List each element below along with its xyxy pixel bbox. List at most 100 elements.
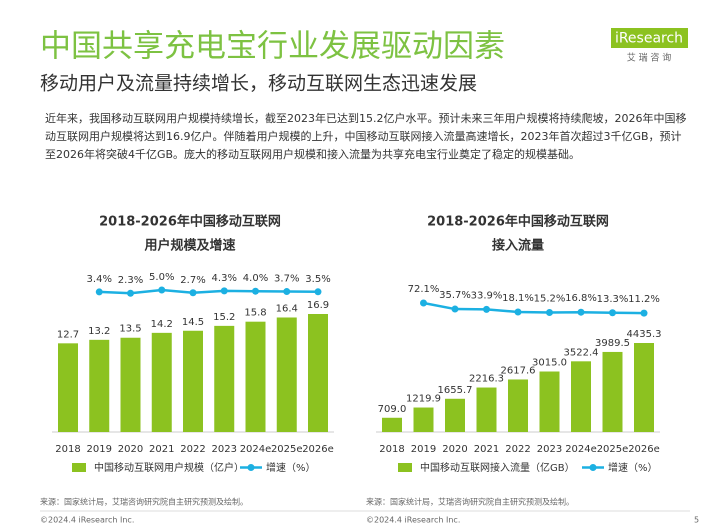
chart-title: 用户规模及增速 xyxy=(143,238,235,254)
line-label: 4.3% xyxy=(212,273,237,284)
line-marker xyxy=(451,305,459,313)
chart-title: 接入流量 xyxy=(492,238,544,254)
legend-swatch xyxy=(398,463,412,472)
chart-title: 2018-2026年中国移动互联网 xyxy=(99,214,281,230)
x-tick-label: 2018 xyxy=(379,444,404,455)
bar xyxy=(445,398,465,432)
bar xyxy=(183,330,203,432)
bar xyxy=(634,343,654,432)
x-tick-label: 2023 xyxy=(537,444,562,455)
bar-label: 13.5 xyxy=(119,324,141,335)
bar xyxy=(382,417,402,432)
bar xyxy=(58,343,78,432)
line-marker xyxy=(640,309,648,317)
legend-label: 增速（%） xyxy=(608,461,658,474)
bar xyxy=(214,325,235,432)
line-label: 72.1% xyxy=(408,284,440,295)
line-label: 35.7% xyxy=(439,290,471,301)
bar-label: 2216.3 xyxy=(469,374,504,385)
bar-label: 16.4 xyxy=(276,303,298,314)
line-marker xyxy=(283,288,291,296)
line-marker xyxy=(127,289,134,297)
x-tick-label: 2018 xyxy=(55,444,80,455)
line-marker xyxy=(220,287,228,295)
line-label: 4.0% xyxy=(243,273,268,284)
bar xyxy=(245,321,266,432)
bar xyxy=(508,379,528,432)
bar-label: 2617.6 xyxy=(501,365,536,376)
bar-label: 1219.9 xyxy=(406,394,441,405)
x-tick-label: 2020 xyxy=(442,444,467,455)
bar-label: 709.0 xyxy=(378,404,407,415)
paragraph-line: 动互联网用户规模将达到16.9亿户。伴随着用户规模的上升，中国移动互联网接入流量… xyxy=(45,129,682,143)
line-marker xyxy=(609,309,616,317)
x-tick-label: 2023 xyxy=(212,444,237,455)
subtitle: 移动用户及流量持续增长，移动互联网生态迅速发展 xyxy=(40,73,477,95)
line-label: 5.0% xyxy=(149,272,174,283)
x-tick-label: 2019 xyxy=(411,444,436,455)
bar-label: 14.5 xyxy=(182,317,204,328)
x-tick-label: 2026e xyxy=(628,444,660,455)
paragraph-line: 至2026年将突破4千亿GB。庞大的移动互联网用户规模和接入流量为共享充电宝行业… xyxy=(45,147,580,161)
legend-label: 中国移动互联网接入流量（亿GB） xyxy=(420,461,575,474)
bar-label: 1655.7 xyxy=(438,385,473,396)
logo: iResearch xyxy=(615,31,683,47)
line-marker xyxy=(95,288,103,296)
bar xyxy=(89,339,110,432)
bar-label: 3522.4 xyxy=(564,347,599,358)
x-tick-label: 2024e xyxy=(565,444,597,455)
line-label: 3.5% xyxy=(305,274,330,285)
bar-label: 12.7 xyxy=(57,329,79,340)
bar xyxy=(276,317,297,432)
copyright: ©2024.4 iResearch Inc. xyxy=(40,516,134,525)
bar-label: 16.9 xyxy=(307,300,329,311)
line-marker xyxy=(158,286,166,294)
paragraph-line: 近年来，我国移动互联网用户规模持续增长，截至2023年已达到15.2亿户水平。预… xyxy=(45,111,686,125)
bar-label: 15.8 xyxy=(244,308,266,319)
page-number: 5 xyxy=(694,516,699,525)
bar xyxy=(571,361,591,432)
bar xyxy=(476,387,497,432)
logo-box xyxy=(611,28,688,48)
line xyxy=(423,301,645,315)
line-label: 3.7% xyxy=(274,274,299,285)
legend-label: 中国移动互联网用户规模（亿户） xyxy=(94,461,244,474)
chart-title: 2018-2026年中国移动互联网 xyxy=(427,214,609,230)
x-tick-label: 2025e xyxy=(271,444,303,455)
bar-label: 4435.3 xyxy=(627,329,662,340)
x-tick-label: 2022 xyxy=(505,444,530,455)
line-marker xyxy=(514,308,522,316)
line-label: 16.8% xyxy=(565,293,597,304)
line-marker xyxy=(420,299,427,307)
bar xyxy=(539,371,560,432)
bar xyxy=(413,407,434,432)
legend-swatch xyxy=(247,464,255,471)
line-marker xyxy=(483,305,490,313)
logo-sub: 艾 瑞 咨 询 xyxy=(627,52,672,64)
x-tick-label: 2025e xyxy=(597,444,629,455)
line-label: 2.3% xyxy=(118,275,143,286)
bar-label: 14.2 xyxy=(151,319,173,330)
x-tick-label: 2020 xyxy=(118,444,143,455)
source: 来源：国家统计局，艾瑞咨询研究院自主研究预测及绘制。 xyxy=(366,497,574,507)
bar-label: 3015.0 xyxy=(532,358,567,369)
line-marker xyxy=(314,288,322,296)
bar-label: 3989.5 xyxy=(595,338,630,349)
x-tick-label: 2022 xyxy=(180,444,205,455)
line-marker xyxy=(577,308,585,316)
bar-label: 15.2 xyxy=(213,312,235,323)
x-tick-label: 2021 xyxy=(149,444,174,455)
x-tick-label: 2019 xyxy=(87,444,112,455)
line-label: 15.2% xyxy=(534,293,566,304)
line-label: 13.3% xyxy=(597,294,629,305)
line-label: 3.4% xyxy=(87,274,112,285)
line-label: 33.9% xyxy=(471,290,503,301)
line xyxy=(99,288,319,295)
legend-swatch xyxy=(589,464,597,471)
line-marker xyxy=(252,287,259,295)
legend-swatch xyxy=(72,463,86,472)
line-label: 11.2% xyxy=(628,294,660,305)
page-title: 中国共享充电宝行业发展驱动因素 xyxy=(40,29,505,65)
copyright: ©2024.4 iResearch Inc. xyxy=(366,516,460,525)
